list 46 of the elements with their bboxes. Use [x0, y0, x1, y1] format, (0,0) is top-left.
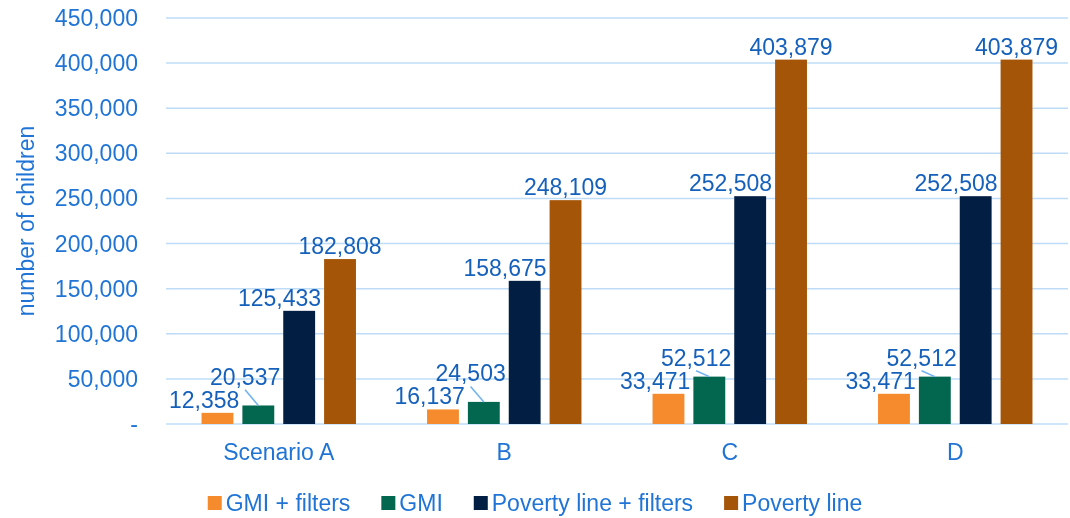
y-tick-label: 450,000: [54, 5, 138, 31]
bar: [324, 259, 356, 424]
bar: [959, 196, 992, 424]
bar: [427, 409, 459, 424]
legend-label: Poverty line + filters: [491, 490, 694, 516]
legend-label: GMI + filters: [225, 490, 351, 516]
bar: [775, 59, 807, 424]
bar: [693, 376, 726, 424]
x-tick-label: D: [946, 439, 964, 465]
x-tick-label: B: [496, 439, 512, 465]
data-label: 52,512: [886, 344, 957, 371]
bar: [878, 393, 910, 424]
data-label: 158,675: [463, 254, 547, 281]
bar: [652, 393, 685, 424]
bar: [467, 401, 500, 424]
x-tick-label: Scenario A: [223, 439, 336, 465]
y-tick-label: 300,000: [54, 140, 138, 167]
bar: [549, 200, 582, 424]
y-tick-label: 200,000: [54, 230, 138, 257]
bar: [734, 196, 767, 424]
bar: [918, 376, 951, 424]
data-label: 403,879: [749, 33, 833, 60]
bar: [1000, 59, 1033, 424]
y-tick-label: 150,000: [54, 275, 138, 302]
bar: [242, 405, 275, 424]
y-axis-title: number of children: [13, 125, 39, 317]
y-tick-label: 400,000: [54, 50, 138, 77]
y-tick-label: 350,000: [54, 95, 138, 122]
y-tick-label: 250,000: [54, 185, 138, 212]
data-label: 252,508: [914, 170, 998, 197]
legend-label: GMI: [399, 490, 443, 516]
bar: [283, 310, 316, 424]
x-tick-label: C: [721, 439, 739, 465]
data-label: 248,109: [523, 174, 608, 201]
data-label: 252,508: [688, 170, 773, 197]
bar: [508, 280, 541, 424]
data-label: 182,808: [298, 233, 382, 260]
data-label: 52,512: [660, 344, 732, 371]
y-tick-label: -: [130, 411, 138, 437]
data-label: 20,537: [209, 363, 281, 390]
bar: [201, 412, 234, 424]
y-tick-label: 100,000: [54, 320, 138, 347]
y-tick-label: 50,000: [67, 365, 138, 392]
data-label: 125,433: [237, 284, 322, 311]
legend-label: Poverty line: [742, 490, 863, 516]
data-label: 403,879: [974, 33, 1059, 60]
